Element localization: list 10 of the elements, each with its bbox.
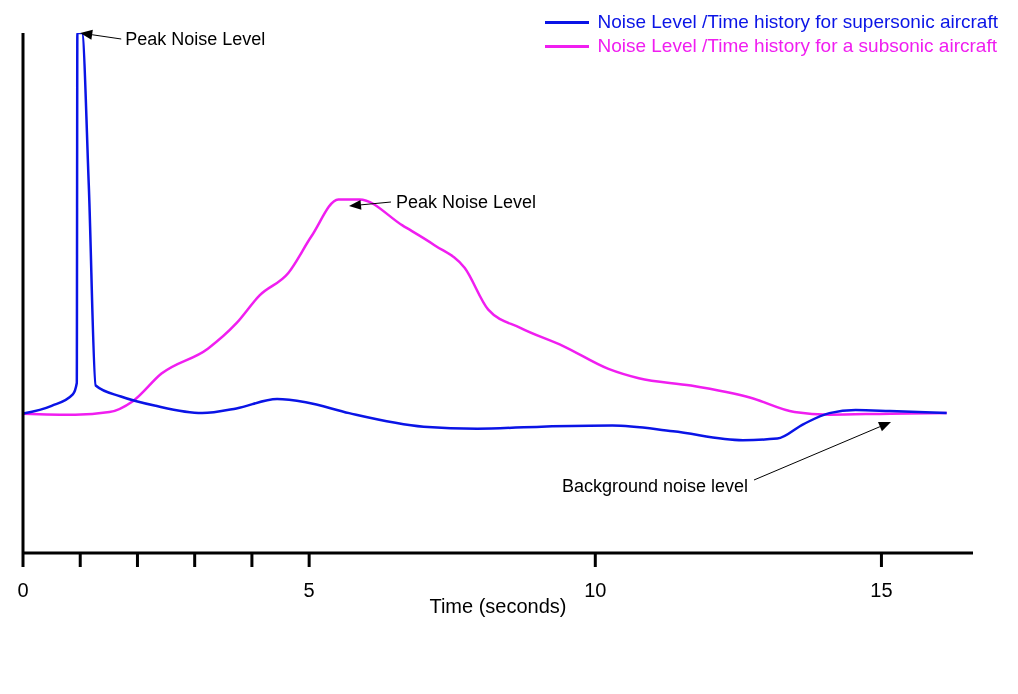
annotation: Peak Noise Level xyxy=(125,29,266,49)
x-tick-label: 10 xyxy=(584,579,607,602)
x-tick-label: 5 xyxy=(303,579,315,602)
x-axis-title: Time (seconds) xyxy=(429,595,567,617)
x-tick-label: 15 xyxy=(870,579,893,602)
annotation: Peak Noise Level xyxy=(396,192,537,212)
x-tick-label: 0 xyxy=(17,579,29,602)
annotation: Background noise level xyxy=(561,476,748,496)
legend-label: Noise Level /Time history for supersonic aircraft xyxy=(597,10,998,34)
legend-label: Noise Level /Time history for a subsonic aircraft xyxy=(597,34,997,58)
